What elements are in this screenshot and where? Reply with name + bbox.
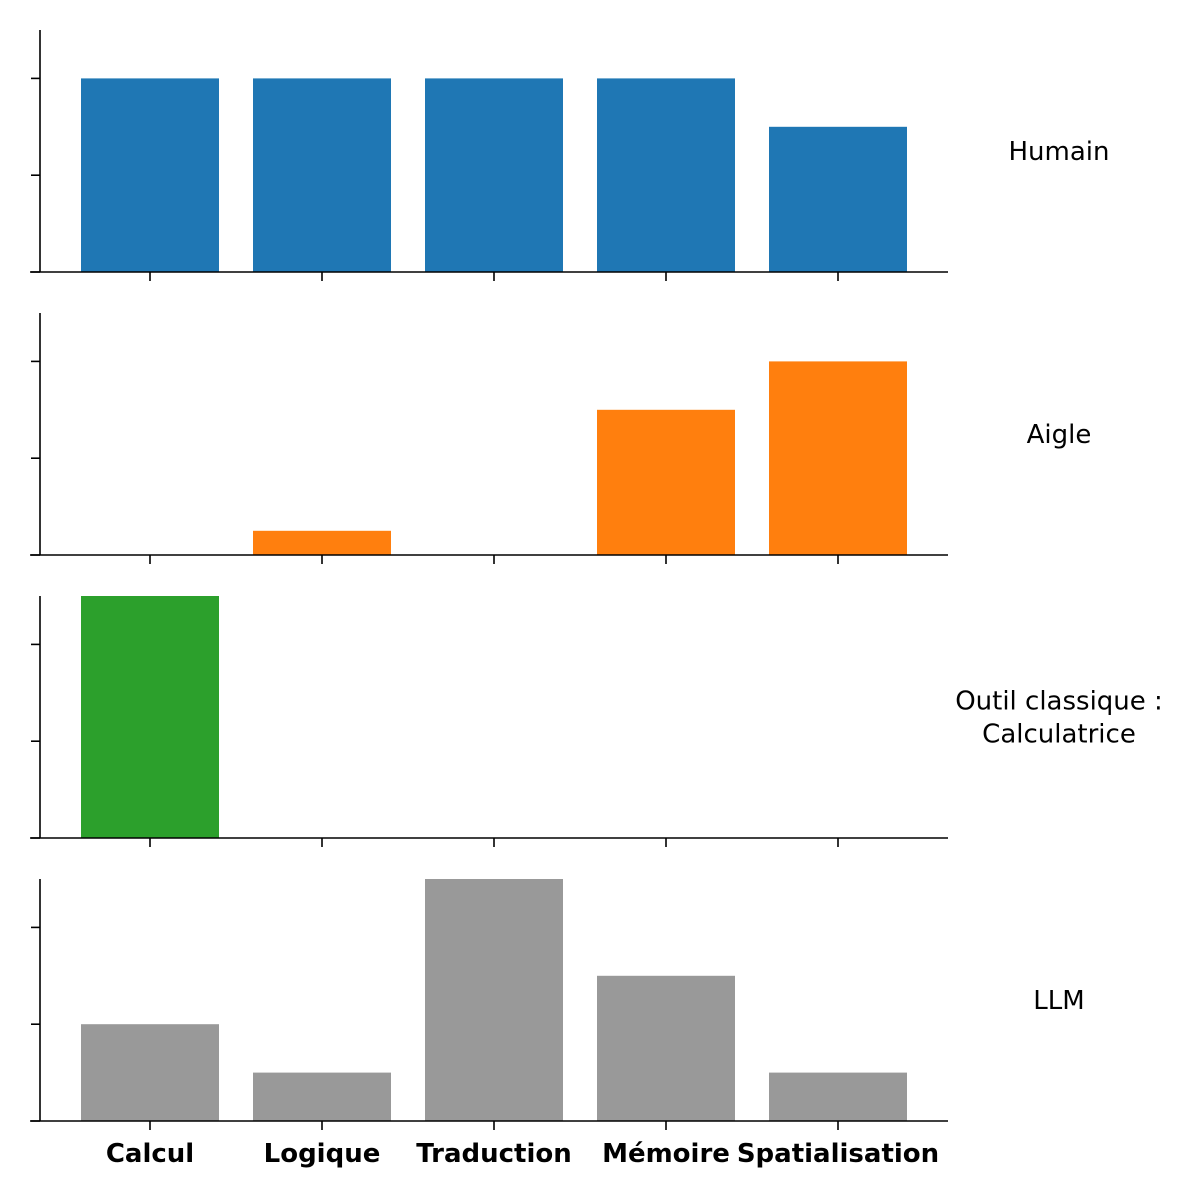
bar-calcul (81, 78, 219, 273)
panel-2: Outil classique : Calculatrice (30, 596, 1163, 847)
bar-calcul (81, 596, 219, 838)
x-tick-label: Mémoire (602, 1139, 730, 1169)
panel-0: Humain (30, 30, 1110, 281)
x-tick-label: Spatialisation (737, 1139, 939, 1169)
panel-3: LLM (30, 879, 1085, 1130)
bar-logique (253, 530, 391, 555)
x-tick-labels: Calcul Logique Traduction Mémoire Spatialisa… (106, 1139, 939, 1169)
panel-1: Aigle (30, 313, 1091, 564)
bar-spatialisation (769, 1072, 907, 1121)
x-tick-label: Calcul (106, 1139, 194, 1169)
x-tick-label: Logique (264, 1139, 381, 1169)
bar-traduction (425, 78, 563, 273)
panel-label-line: Aigle (1027, 420, 1092, 450)
bar-spatialisation (769, 361, 907, 555)
bar-mémoire (597, 409, 735, 555)
bar-calcul (81, 1024, 219, 1121)
panel-label-line: Humain (1009, 137, 1110, 167)
panel-label: LLM (1033, 986, 1084, 1016)
bar-mémoire (597, 78, 735, 273)
bar-traduction (425, 879, 563, 1121)
bar-mémoire (597, 975, 735, 1121)
x-tick-label: Traduction (416, 1139, 572, 1169)
panel-label: Outil classique : Calculatrice (955, 687, 1163, 750)
panel-label-line: LLM (1033, 986, 1084, 1016)
panel-label-line: Calculatrice (982, 720, 1136, 750)
panel-label: Humain (1009, 137, 1110, 167)
panel-label: Aigle (1027, 420, 1092, 450)
bar-spatialisation (769, 126, 907, 272)
panel-label-line: Outil classique : (955, 687, 1163, 717)
panels: Humain Aigle Outil classique : Calculatrice… (30, 30, 1163, 1130)
bar-logique (253, 78, 391, 273)
bar-logique (253, 1072, 391, 1121)
